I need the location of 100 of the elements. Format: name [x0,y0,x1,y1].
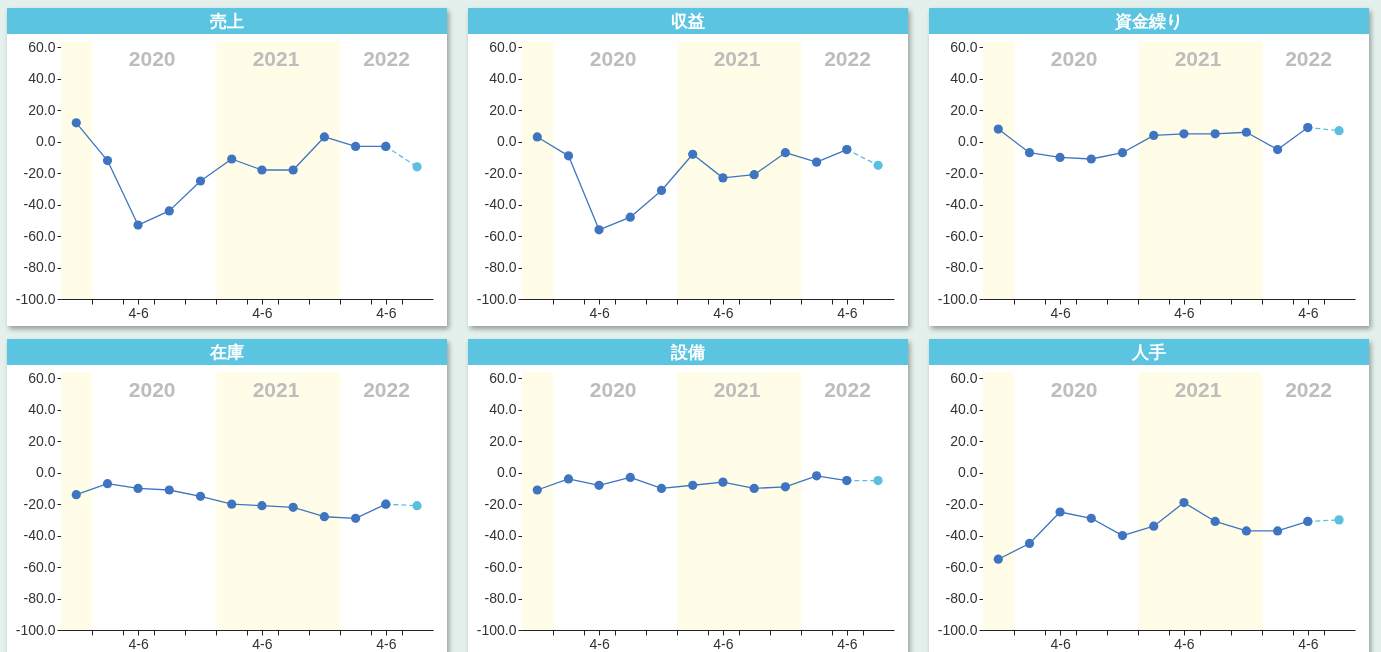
y-tick-label: 60.0 [28,38,56,55]
point [227,154,237,164]
annotation: 2020 [128,47,176,70]
point [412,162,422,172]
point [133,220,143,230]
point [1086,154,1096,164]
y-tick-label: -60.0 [945,558,978,575]
x-tick-label: 4-6 [589,304,610,321]
y-tick-label: -60.0 [945,227,978,244]
point [532,132,542,142]
annotation: 2020 [128,378,176,401]
x-tick-label: 4-6 [1174,635,1195,652]
y-tick-label: -80.0 [945,590,978,607]
point [195,176,206,186]
annotation: 2021 [252,47,300,70]
x-tick-label: 4-6 [1050,635,1071,652]
y-tick-label: -40.0 [945,527,978,544]
point [1024,148,1035,158]
point [195,491,206,501]
y-tick-label: -100.0 [937,290,978,307]
y-tick-label: -60.0 [23,227,56,244]
y-tick-label: 20.0 [950,432,978,449]
y-tick-label: -40.0 [23,527,56,544]
y-tick-label: 40.0 [489,401,517,418]
y-tick-label: -80.0 [23,590,56,607]
point [688,480,698,490]
y-tick-label: -100.0 [476,290,517,307]
point [71,118,81,128]
y-tick-label: -100.0 [937,621,978,638]
point [288,502,298,512]
y-tick-label: -40.0 [484,196,517,213]
point [718,477,728,487]
x-tick-label: 4-6 [1298,304,1319,321]
annotation: 2020 [589,378,637,401]
point [351,513,361,523]
x-tick-label: 4-6 [589,635,610,652]
y-tick-label: -20.0 [23,164,56,181]
x-tick-label: 4-6 [376,304,397,321]
point [71,490,81,500]
y-tick-label: 20.0 [489,432,517,449]
point [563,474,574,484]
point [1334,126,1344,136]
y-tick-label: -20.0 [945,164,978,181]
x-tick-label: 4-6 [1298,635,1319,652]
x-tick-label: 4-6 [713,304,734,321]
y-tick-label: 0.0 [497,464,517,481]
chart-title: 収益 [468,8,908,34]
point [1149,521,1159,531]
point [718,173,728,183]
annotation: 2022 [1285,47,1332,70]
x-tick-label: 4-6 [128,304,149,321]
annotation: 2021 [1174,47,1222,70]
y-tick-label: -20.0 [484,495,517,512]
y-tick-label: -60.0 [23,558,56,575]
chart-title: 在庫 [7,339,447,365]
y-tick-label: 60.0 [950,369,978,386]
point [1210,129,1220,139]
point [102,479,113,489]
point [780,148,790,158]
y-tick-label: 40.0 [950,70,978,87]
point [351,141,361,151]
x-tick-label: 4-6 [1174,304,1195,321]
point [257,501,267,511]
y-tick-label: 0.0 [36,464,56,481]
point [1024,538,1035,549]
point [102,155,113,166]
point [625,472,635,482]
y-tick-label: 60.0 [950,38,978,55]
chart-title: 人手 [929,339,1369,365]
y-tick-label: 20.0 [28,432,56,449]
point [993,124,1003,134]
y-tick-label: -20.0 [484,164,517,181]
point [257,165,267,175]
y-tick-label: -100.0 [476,621,517,638]
point [873,475,883,486]
y-tick-label: -80.0 [945,259,978,276]
y-tick-label: 0.0 [497,133,517,150]
chart-title: 設備 [468,339,908,365]
point [656,483,667,494]
x-tick-label: 4-6 [376,635,397,652]
chart-title: 資金繰り [929,8,1369,34]
point [563,151,574,161]
y-tick-label: -100.0 [15,290,56,307]
point [1055,152,1065,163]
x-tick-label: 4-6 [252,304,273,321]
x-tick-label: 4-6 [1050,304,1071,321]
point [1273,526,1283,536]
point [1086,513,1096,523]
point [1055,507,1065,517]
annotation: 2021 [1174,378,1222,401]
point [625,212,635,222]
x-tick-label: 4-6 [837,304,858,321]
point [1273,144,1283,155]
y-tick-label: -40.0 [945,196,978,213]
point [1117,148,1128,158]
y-tick-label: 60.0 [489,38,517,55]
point [749,170,759,180]
point [133,483,143,494]
point [1241,526,1251,536]
point [1117,531,1128,541]
